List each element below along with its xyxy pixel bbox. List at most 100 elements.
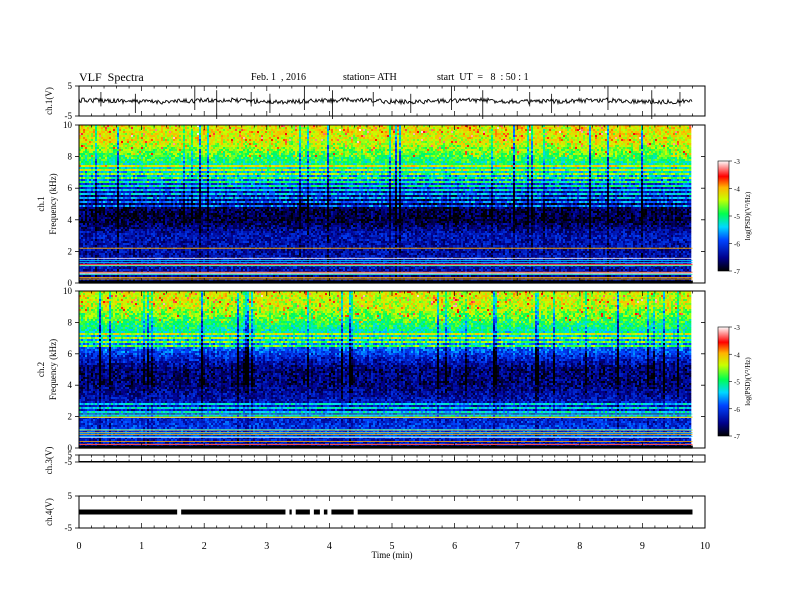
ch1-spectrogram-cell (319, 129, 322, 132)
ch1-spectrogram-cell (573, 137, 576, 140)
ch1-spectrogram-cell (215, 151, 218, 154)
ch1-spectrogram-cell (231, 149, 234, 152)
ch1-spectrogram-cell (317, 153, 320, 156)
ch1-spectrogram-cell (229, 147, 232, 150)
ch1-spectrogram-cell (149, 153, 152, 156)
ch1-spectrogram-cell (669, 135, 672, 138)
ch1-spectrogram-cell (319, 125, 322, 128)
ch1-spectrogram-cell (191, 155, 194, 158)
ch1-spectrogram-cell (689, 135, 692, 138)
ch1-spectrogram-cell (561, 141, 564, 144)
ch1-spectrogram-cell (611, 151, 614, 154)
ch1-spectrogram-cell (381, 141, 384, 144)
ch1-spectrogram-cell (489, 149, 492, 152)
ch1-spectrogram-cell (633, 127, 636, 130)
ch1-spectrogram-cell (359, 139, 362, 142)
ch1-spectrogram-cell (545, 147, 548, 150)
ch1-spectrogram-cell (231, 127, 234, 130)
ch1-spectrogram-cell (365, 131, 368, 134)
ch1-spectrogram-cell (163, 137, 166, 140)
ch1-spectrogram-cell (225, 127, 228, 130)
ch1-spectrogram-cell (125, 149, 128, 152)
ch1-spectrogram-cell (483, 155, 486, 158)
ch1-spectrogram-cell (239, 145, 242, 148)
ch1-spectrogram-cell (587, 135, 590, 138)
ch1-spectrogram-cell (427, 129, 430, 132)
ch1-spectrogram-cell (133, 143, 136, 146)
ch1-spectrogram-cell (253, 131, 256, 134)
ch1-spectrogram-cell (685, 133, 688, 136)
ch1-spectrogram-cell (629, 139, 632, 142)
ch1-spectrogram-cell (687, 135, 690, 138)
ch1-spectrogram-cell (639, 151, 642, 154)
ch1-spectrogram-cell (345, 151, 348, 154)
ch1-spectrogram-cell (203, 153, 206, 156)
ch1-spectrogram-cell (605, 149, 608, 152)
ch1-spectrogram-cell (595, 135, 598, 138)
ch1-spectrogram-cell (197, 133, 200, 136)
ch1-spectrogram-cell (119, 141, 122, 144)
ch1-spectrogram-cell (191, 133, 194, 136)
ch1-spectrogram-cell (689, 151, 692, 154)
ch1-spectrogram-cell (273, 149, 276, 152)
ch1-spectrogram-cell (233, 151, 236, 154)
ch1-spectrogram-cell (515, 141, 518, 144)
ch1-spectrogram-cell (395, 145, 398, 148)
ch1-spectrogram-cell (411, 143, 414, 146)
ch1-spectrogram-cell (185, 141, 188, 144)
ch1-spectrogram-cell (245, 149, 248, 152)
ch1-spectrogram-cell (189, 139, 192, 142)
ch1-spectrogram-cell (239, 125, 242, 128)
ch1-spectrogram-cell (415, 155, 418, 158)
ch1-spectrogram-cell (189, 125, 192, 128)
ch1-spectrogram-cell (105, 147, 108, 150)
ch1-spectrogram-cell (347, 153, 350, 156)
ch1-spectrogram-cell (219, 127, 222, 130)
ch1-spectrogram-cell (123, 127, 126, 130)
ch1-spectrogram-cell (351, 129, 354, 132)
ch1-spectrogram-cell (675, 135, 678, 138)
ch1-spectrogram-cell (501, 151, 504, 154)
ch1-spectrogram-cell (409, 149, 412, 152)
ch1-spectrogram-cell (623, 151, 626, 154)
ch1-spectrogram-cell (439, 153, 442, 156)
ch1-spectrogram-cell (91, 131, 94, 134)
ch1-spectrogram-cell (609, 127, 612, 130)
ch1-spectrogram-cell (273, 143, 276, 146)
ch1-spectrogram-cell (343, 137, 346, 140)
ch1-spectrogram-cell (671, 131, 674, 134)
ch1-spectrogram-cell (121, 139, 124, 142)
ch1-spectrogram-cell (451, 125, 454, 128)
ch1-spectrogram-cell (637, 125, 640, 128)
ch1-spectrogram-cell (453, 127, 456, 130)
ch1-spectrogram-cell (561, 131, 564, 134)
ch1-spectrogram-cell (233, 147, 236, 150)
ch1-spectrogram-cell (201, 129, 204, 132)
ch1-spectrogram-cell (169, 153, 172, 156)
ch1-spectrogram-cell (407, 149, 410, 152)
ch1-spectrogram-cell (371, 151, 374, 154)
ch1-spectrogram-cell (245, 131, 248, 134)
ch1-spectrogram-cell (367, 145, 370, 148)
ch1-spectrogram-cell (473, 137, 476, 140)
ch1-spectrogram-cell (115, 127, 118, 130)
ch1-spectrogram-cell (457, 145, 460, 148)
ch1-spectrogram-cell (377, 133, 380, 136)
ch1-spectrogram-cell (385, 139, 388, 142)
ch1-spectrogram-cell (525, 139, 528, 142)
ch1-spectrogram-cell (667, 143, 670, 146)
ch1-spectrogram-cell (447, 149, 450, 152)
ch1-spectrogram-cell (197, 131, 200, 134)
ch1-spectrogram-cell (605, 125, 608, 128)
ch1-spectrogram-cell (115, 153, 118, 156)
ch1-spectrogram-cell (469, 131, 472, 134)
ch1-spectrogram-cell (681, 131, 684, 134)
ch1-spectrogram-cell (303, 145, 306, 148)
ch1-spectrogram-cell (587, 139, 590, 142)
ch1-spectrogram-cell (215, 139, 218, 142)
ch1-spectrogram-cell (137, 149, 140, 152)
ch1-spectrogram-cell (209, 153, 212, 156)
ch1-spectrogram-cell (155, 151, 158, 154)
ch1-spectrogram-cell (487, 137, 490, 140)
ch1-spectrogram-cell (173, 145, 176, 148)
